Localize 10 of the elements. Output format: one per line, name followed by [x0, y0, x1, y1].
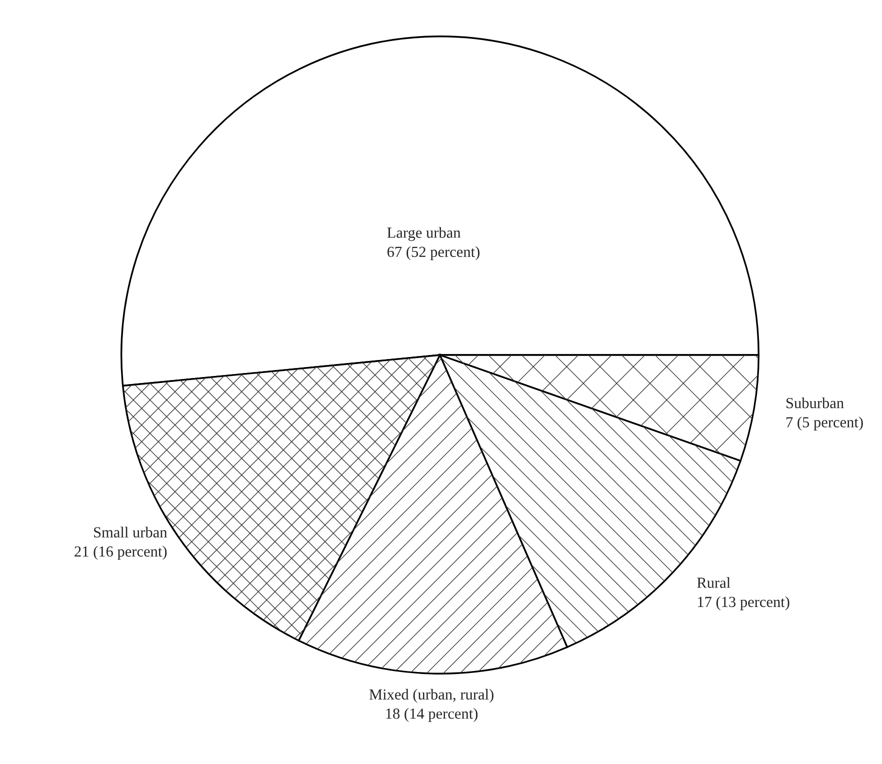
- data-label: 21 (16 percent): [74, 546, 167, 560]
- data-label: 18 (14 percent): [386, 708, 478, 722]
- slice-label: Suburban: [786, 398, 844, 408]
- slice-label: Rural: [697, 577, 730, 588]
- data-label: 17 (13 percent): [698, 596, 790, 610]
- slice-label: Large urban: [387, 227, 461, 241]
- slice-label: Mixed (urban, rural): [369, 688, 494, 703]
- slice-label: Small urban: [94, 526, 168, 538]
- data-label: 67 (52 percent): [387, 246, 480, 260]
- data-label: 7 (5 percent): [786, 416, 863, 431]
